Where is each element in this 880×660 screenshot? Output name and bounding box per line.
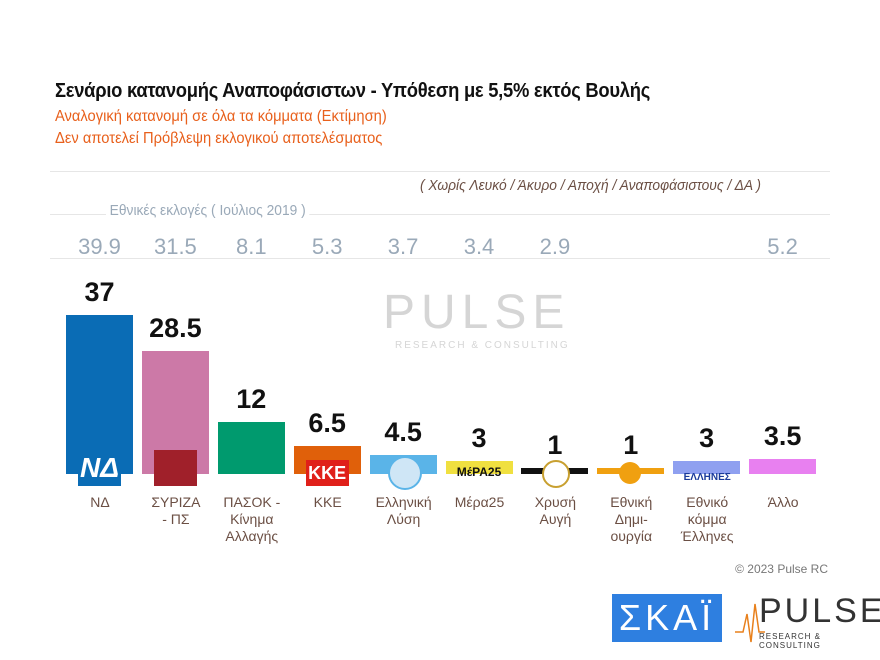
subtitle-2: Δεν αποτελεί Πρόβλεψη εκλογικού αποτελέσ… (55, 130, 383, 147)
category-label: ΚΚΕ (313, 494, 342, 510)
previous-value: 39.9 (78, 234, 121, 259)
pulse-logo: PULSE RESEARCH & CONSULTING (735, 592, 880, 650)
watermark-text: PULSE (383, 286, 571, 339)
value-label: 1 (547, 430, 563, 460)
golden-dawn-meander-icon (542, 460, 571, 488)
value-label: 3 (699, 423, 715, 454)
category-label: Εθνική Δημι- ουργία (610, 494, 653, 544)
category-label: Άλλο (767, 494, 799, 510)
value-label: 6.5 (308, 408, 346, 439)
mera25-logo-icon: ΜέΡΑ25 (456, 465, 502, 479)
value-label: 37 (84, 276, 115, 307)
bar (749, 458, 817, 474)
ethniki-dimiourgia-logo-icon (619, 462, 642, 484)
ellines-logo-icon: ΕΛΛΗΝΕΣ (683, 471, 731, 483)
category-label: ΠΑΣΟΚ - Κίνημα Αλλαγής (223, 494, 281, 544)
pulse-text: PULSE (759, 592, 880, 630)
divider (50, 171, 830, 172)
previous-value: 31.5 (153, 234, 197, 259)
pasok-sun-icon (230, 450, 273, 486)
value-label: 1 (623, 430, 639, 460)
category-label: Χρυσή Αυγή (534, 494, 577, 527)
watermark-tag: RESEARCH & CONSULTING (395, 340, 570, 351)
bar (673, 461, 741, 474)
category-label: Μέρα25 (454, 494, 505, 510)
value-label: 3.5 (763, 420, 802, 451)
category-label: ΝΔ (90, 494, 110, 510)
elliniki-lysi-compass-icon (387, 456, 422, 490)
previous-value: 5.2 (767, 234, 798, 259)
pulse-tagline: RESEARCH & CONSULTING (759, 632, 822, 650)
bar (445, 461, 513, 474)
syriza-logo-icon (153, 450, 197, 486)
value-label: 12 (236, 384, 267, 415)
copyright: © 2023 Pulse RC (735, 562, 828, 576)
bar (66, 314, 133, 474)
previous-value: 2.9 (539, 234, 571, 259)
previous-value: 3.4 (463, 234, 495, 259)
previous-value: 5.3 (311, 234, 343, 259)
previous-value: 3.7 (387, 234, 419, 259)
subtitle-1: Αναλογική κατανομή σε όλα τα κόμματα (Εκ… (55, 108, 387, 125)
kke-logo-icon: ΚΚΕ (305, 460, 349, 486)
bar (217, 422, 285, 474)
divider (50, 214, 830, 215)
category-label: Ελληνική Λύση (375, 494, 432, 527)
pulse-wave-icon (735, 603, 765, 643)
value-label: 4.5 (384, 416, 422, 447)
category-label: ΣΥΡΙΖΑ - ΠΣ (151, 494, 201, 527)
category-label: Εθνικό κόμμα Έλληνες (680, 494, 734, 544)
pulse-watermark: PULSE RESEARCH & CONSULTING (355, 285, 570, 351)
nd-logo-icon: ΝΔ (78, 450, 121, 486)
previous-election-label: Εθνικές εκλογές ( Ιούλιος 2019 ) (106, 202, 310, 219)
divider (50, 258, 830, 259)
value-label: 3 (471, 423, 487, 454)
chart-title: Σενάριο κατανομής Αναποφάσιστων - Υπόθεσ… (55, 80, 650, 102)
previous-value: 8.1 (236, 234, 267, 259)
skai-logo: ΣΚΑΪ (612, 594, 722, 642)
note: ( Χωρίς Λευκό / Άκυρο / Αποχή / Αναποφάσ… (420, 177, 761, 194)
value-label: 28.5 (149, 313, 202, 344)
